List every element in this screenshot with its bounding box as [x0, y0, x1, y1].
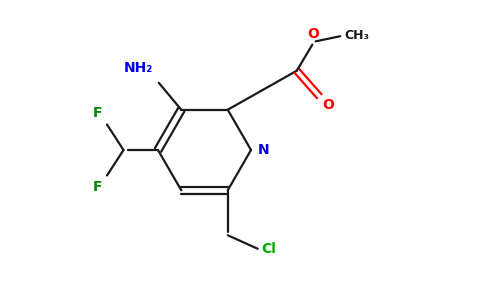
Text: Cl: Cl	[261, 242, 275, 256]
Text: F: F	[93, 106, 103, 120]
Text: NH₂: NH₂	[123, 61, 153, 75]
Text: N: N	[257, 143, 269, 157]
Text: O: O	[307, 27, 319, 41]
Text: CH₃: CH₃	[345, 29, 370, 42]
Text: O: O	[322, 98, 334, 112]
Text: F: F	[93, 180, 103, 194]
